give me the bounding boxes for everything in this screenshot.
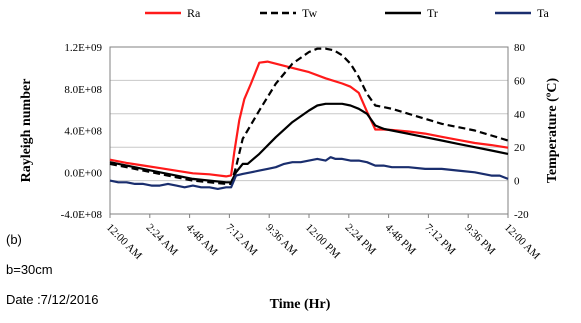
legend-label-tr: Tr (427, 6, 438, 20)
x-tick-labels: 12:00 AM 2:24 AM 4:48 AM 7:12 AM 9:36 AM 12:0… (104, 214, 542, 262)
y-right-tick-label: 20 (514, 142, 526, 154)
series-line-tw (109, 47, 509, 185)
y-left-tick-label: -4.0E+08 (61, 209, 103, 221)
x-tick-label: 12:00 AM (104, 222, 144, 262)
y-right-tick-label: 40 (514, 109, 526, 121)
x-tick-label: 12:00 PM (303, 222, 343, 262)
y-left-tick-label: 4.0E+08 (64, 126, 102, 138)
x-tick-label: 12:00 AM (502, 222, 542, 262)
x-axis-title: Time (Hr) (270, 297, 331, 312)
x-tick-label: 4:48 PM (382, 222, 418, 258)
series-line-ra (109, 60, 509, 178)
y-right-tick-labels: -20 0 20 40 60 80 (514, 42, 529, 221)
x-tick-label: 7:12 AM (223, 222, 260, 259)
caption-width: b=30cm (6, 262, 53, 277)
y-right-tick-label: 0 (514, 176, 520, 188)
caption-panel-label: (b) (6, 232, 22, 247)
x-tick-label: 7:12 PM (422, 222, 458, 258)
y-right-tick-label: -20 (514, 209, 529, 221)
legend: Ra Tw Tr Ta (145, 6, 549, 20)
legend-label-ra: Ra (187, 6, 201, 20)
y-left-tick-label: 0.0E+00 (64, 167, 102, 179)
x-tick-label: 9:36 PM (462, 222, 498, 258)
y-right-tick-label: 80 (514, 42, 526, 54)
y-left-tick-labels: -4.0E+08 0.0E+00 4.0E+08 8.0E+08 1.2E+09 (61, 42, 103, 221)
caption-date: Date :7/12/2016 (6, 292, 99, 307)
legend-label-ta: Ta (537, 6, 549, 20)
y-left-tick-label: 1.2E+09 (64, 42, 102, 54)
x-tick-label: 2:24 PM (343, 222, 379, 258)
x-tick-label: 4:48 AM (183, 222, 220, 259)
series-line-ta (109, 156, 509, 190)
y-left-tick-label: 8.0E+08 (64, 84, 102, 96)
legend-label-tw: Tw (302, 6, 317, 20)
series-line-tr (109, 102, 509, 184)
series-group (109, 47, 509, 190)
y-axis-left-title: Rayleigh number (19, 79, 34, 183)
x-tick-label: 2:24 AM (144, 222, 181, 259)
x-tick-label: 9:36 AM (263, 222, 300, 259)
y-axis-right-title: Temperature (ºC) (545, 78, 560, 184)
y-right-tick-label: 60 (514, 75, 526, 87)
